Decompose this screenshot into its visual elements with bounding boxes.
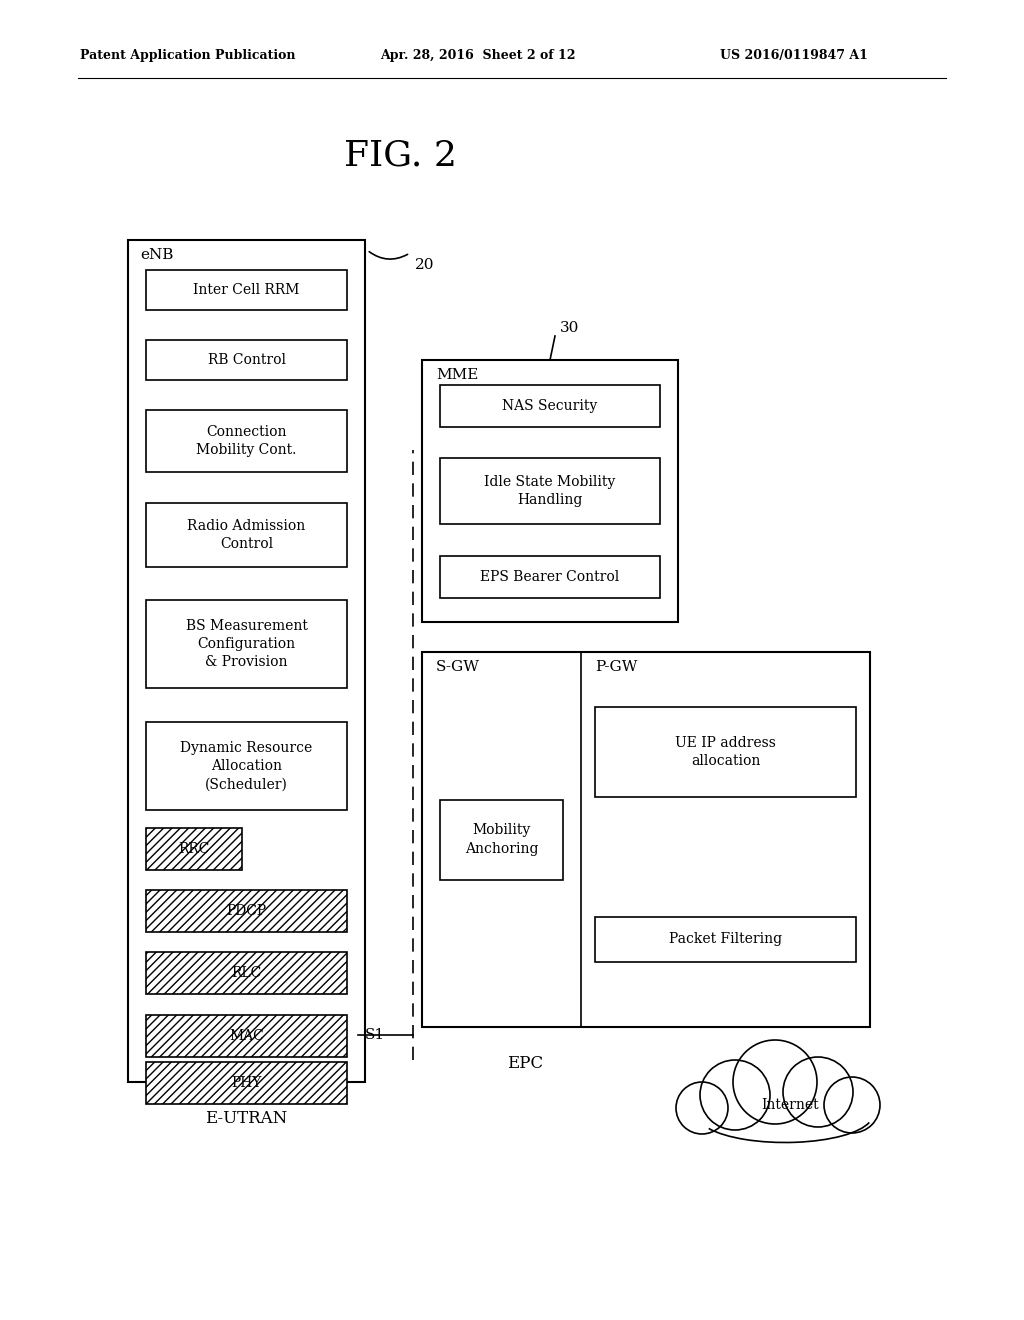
Text: FIG. 2: FIG. 2 bbox=[344, 139, 457, 172]
Text: UE IP address
allocation: UE IP address allocation bbox=[675, 735, 776, 768]
Bar bbox=[146, 890, 347, 932]
Text: RLC: RLC bbox=[231, 966, 261, 979]
Text: S-GW: S-GW bbox=[436, 660, 480, 675]
Bar bbox=[146, 1015, 347, 1057]
Bar bbox=[146, 952, 347, 994]
Text: P-GW: P-GW bbox=[595, 660, 637, 675]
Bar bbox=[146, 722, 347, 810]
Text: MME: MME bbox=[436, 368, 478, 381]
Text: RRC: RRC bbox=[178, 842, 210, 855]
Circle shape bbox=[700, 1060, 770, 1130]
Text: EPS Bearer Control: EPS Bearer Control bbox=[480, 570, 620, 583]
Bar bbox=[146, 341, 347, 380]
Bar bbox=[440, 385, 660, 426]
Bar bbox=[595, 917, 856, 962]
Text: PHY: PHY bbox=[231, 1076, 262, 1090]
Bar bbox=[440, 458, 660, 524]
Bar bbox=[146, 411, 347, 473]
Text: Apr. 28, 2016  Sheet 2 of 12: Apr. 28, 2016 Sheet 2 of 12 bbox=[380, 49, 575, 62]
Bar bbox=[595, 708, 856, 797]
Circle shape bbox=[783, 1057, 853, 1127]
Bar bbox=[146, 1063, 347, 1104]
Bar bbox=[146, 503, 347, 568]
Text: Connection
Mobility Cont.: Connection Mobility Cont. bbox=[197, 425, 297, 457]
Bar bbox=[440, 800, 563, 879]
Bar bbox=[128, 240, 365, 1082]
Text: Inter Cell RRM: Inter Cell RRM bbox=[194, 282, 300, 297]
Text: EPC: EPC bbox=[507, 1055, 544, 1072]
Text: Packet Filtering: Packet Filtering bbox=[669, 932, 782, 946]
Text: E-UTRAN: E-UTRAN bbox=[206, 1110, 288, 1127]
Text: Idle State Mobility
Handling: Idle State Mobility Handling bbox=[484, 475, 615, 507]
Bar bbox=[146, 601, 347, 688]
Bar bbox=[702, 1105, 880, 1135]
Text: BS Measurement
Configuration
& Provision: BS Measurement Configuration & Provision bbox=[185, 619, 307, 669]
Bar bbox=[146, 828, 243, 870]
Text: Radio Admission
Control: Radio Admission Control bbox=[187, 519, 305, 552]
Circle shape bbox=[824, 1077, 880, 1133]
Bar bbox=[422, 360, 678, 622]
Circle shape bbox=[676, 1082, 728, 1134]
Text: 20: 20 bbox=[415, 257, 434, 272]
Text: RB Control: RB Control bbox=[208, 352, 286, 367]
Circle shape bbox=[733, 1040, 817, 1125]
Bar bbox=[422, 652, 870, 1027]
Bar bbox=[440, 556, 660, 598]
Text: US 2016/0119847 A1: US 2016/0119847 A1 bbox=[720, 49, 868, 62]
Text: PDCP: PDCP bbox=[226, 904, 266, 917]
Text: Internet: Internet bbox=[761, 1098, 819, 1111]
Text: eNB: eNB bbox=[140, 248, 173, 261]
Text: Mobility
Anchoring: Mobility Anchoring bbox=[465, 824, 539, 855]
Text: Dynamic Resource
Allocation
(Scheduler): Dynamic Resource Allocation (Scheduler) bbox=[180, 741, 312, 792]
Text: Patent Application Publication: Patent Application Publication bbox=[80, 49, 296, 62]
Text: 30: 30 bbox=[560, 321, 580, 335]
Text: NAS Security: NAS Security bbox=[503, 399, 598, 413]
Text: S1: S1 bbox=[365, 1028, 385, 1041]
Text: MAC: MAC bbox=[229, 1030, 264, 1043]
Bar bbox=[146, 271, 347, 310]
